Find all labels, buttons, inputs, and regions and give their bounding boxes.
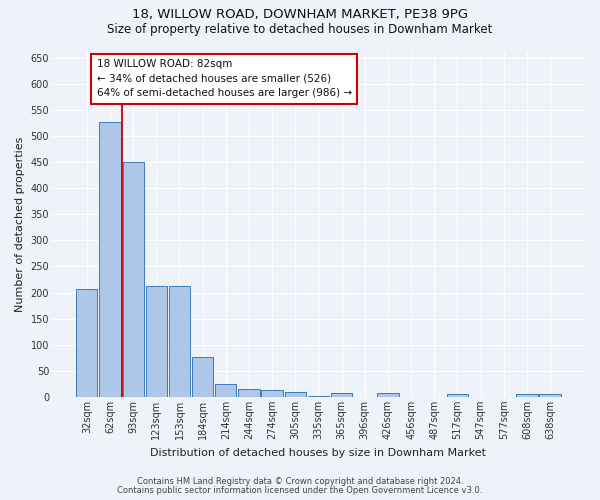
Bar (100, 122, 121, 397)
Bar (169, 286, 190, 397)
Y-axis label: Number of detached properties: Number of detached properties (15, 137, 25, 312)
Bar (331, 392, 352, 397)
X-axis label: Distribution of detached houses by size in Downham Market: Distribution of detached houses by size … (151, 448, 487, 458)
Bar (122, 162, 144, 397)
Bar (146, 286, 167, 397)
Text: 18, WILLOW ROAD, DOWNHAM MARKET, PE38 9PG: 18, WILLOW ROAD, DOWNHAM MARKET, PE38 9P… (132, 8, 468, 21)
Bar (192, 356, 214, 397)
Text: 18 WILLOW ROAD: 82sqm
← 34% of detached houses are smaller (526)
64% of semi-det: 18 WILLOW ROAD: 82sqm ← 34% of detached … (97, 59, 352, 98)
Bar (284, 392, 306, 397)
Text: Contains HM Land Registry data © Crown copyright and database right 2024.: Contains HM Land Registry data © Crown c… (137, 477, 463, 486)
Bar (516, 394, 538, 397)
Bar (447, 394, 468, 397)
Bar (76, 289, 97, 397)
Text: Size of property relative to detached houses in Downham Market: Size of property relative to detached ho… (107, 22, 493, 36)
Bar (539, 394, 561, 397)
Bar (215, 384, 236, 397)
Bar (308, 396, 329, 397)
Bar (238, 389, 260, 397)
Bar (377, 392, 398, 397)
Text: Contains public sector information licensed under the Open Government Licence v3: Contains public sector information licen… (118, 486, 482, 495)
Bar (262, 390, 283, 397)
